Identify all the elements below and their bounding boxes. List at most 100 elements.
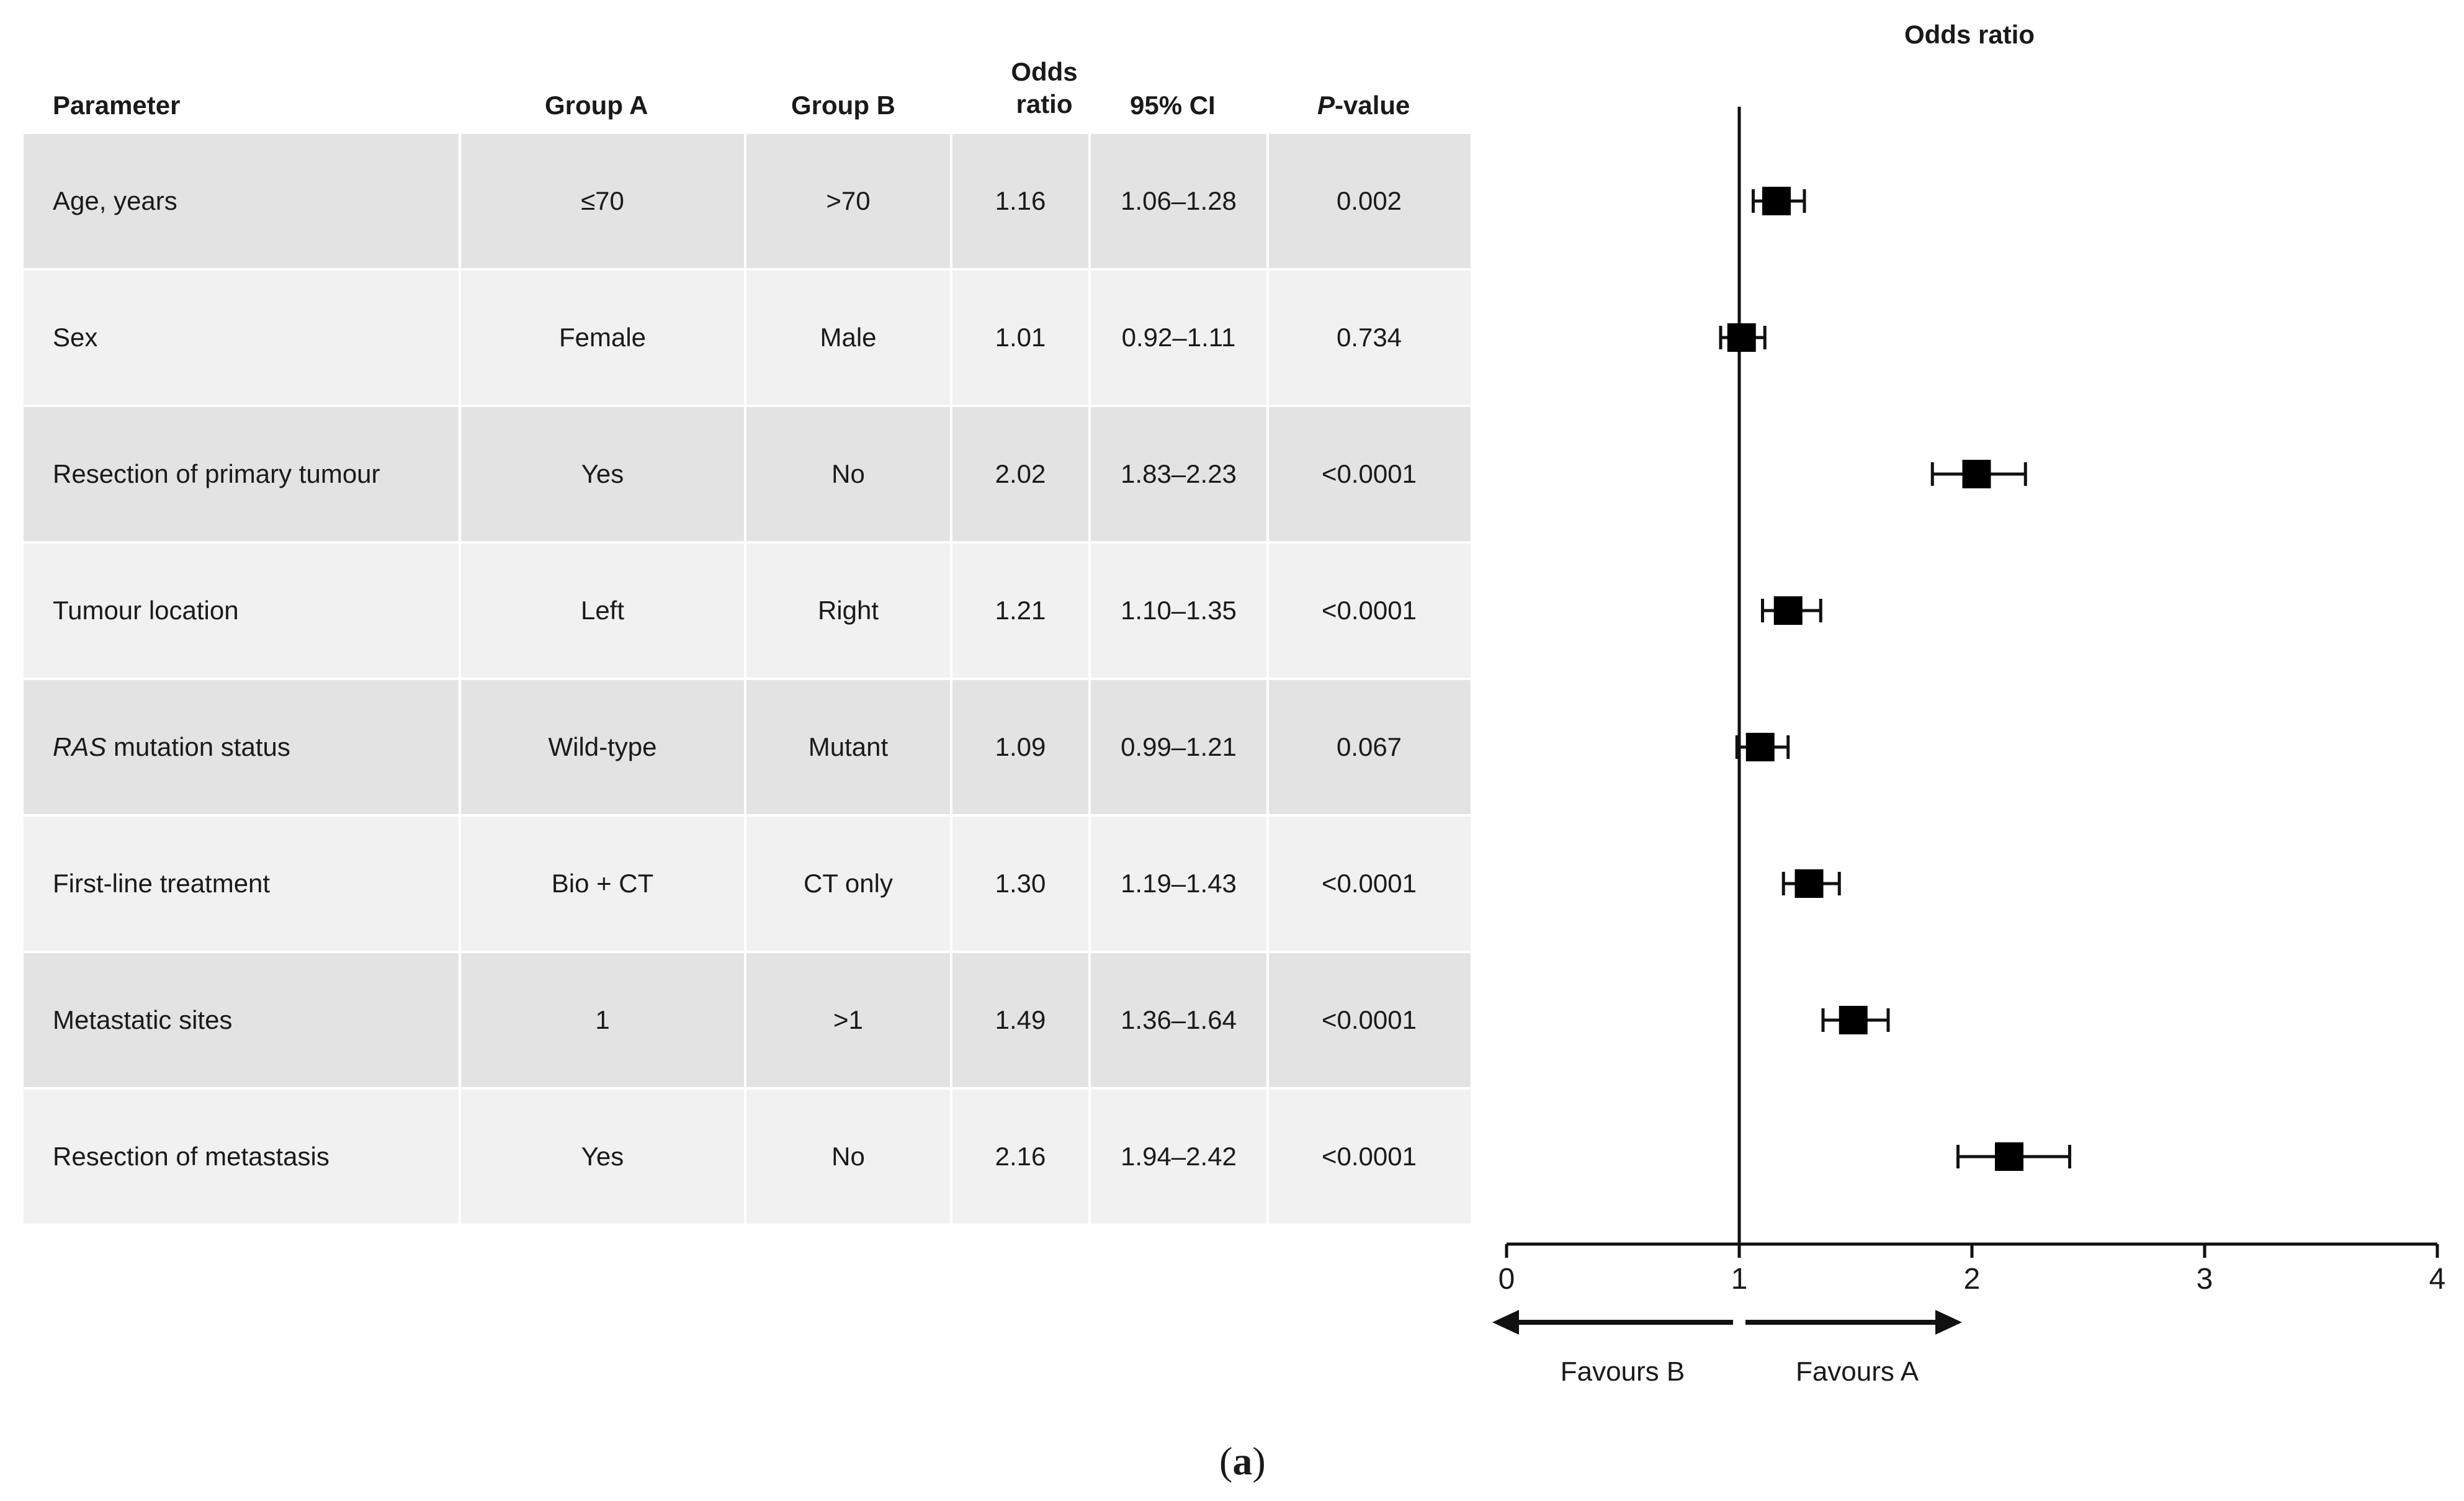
cell-p-value: <0.0001: [1322, 869, 1417, 898]
column-separator: [744, 817, 746, 951]
column-separator: [1266, 1090, 1269, 1224]
column-separator: [950, 271, 952, 405]
column-separator: [744, 134, 746, 268]
column-separator: [459, 407, 461, 541]
header-p-rest: -value: [1335, 91, 1410, 120]
column-separator: [744, 271, 746, 405]
column-separator: [950, 680, 952, 814]
column-separator: [950, 407, 952, 541]
column-separator: [1088, 680, 1091, 814]
odds-ratio-marker: [1995, 1142, 2023, 1171]
figure-caption: (a): [1219, 1438, 1266, 1484]
cell-odds-ratio: 1.21: [995, 596, 1046, 625]
header-odds-ratio: Odds ratio: [979, 56, 1109, 120]
cell-ci: 1.19–1.43: [1121, 869, 1237, 898]
x-tick-label: 3: [2197, 1263, 2213, 1296]
column-separator: [1266, 271, 1269, 405]
column-separator: [950, 1090, 952, 1224]
column-separator: [1088, 134, 1091, 268]
cell-group-a: Wild-type: [548, 732, 657, 761]
cell-parameter: First-line treatment: [53, 869, 271, 898]
cell-ci: 0.99–1.21: [1121, 732, 1237, 761]
cell-group-a: Yes: [581, 459, 624, 488]
caption-letter: a: [1232, 1439, 1253, 1483]
cell-parameter: RAS mutation status: [53, 680, 460, 814]
cell-group-a: Left: [580, 596, 625, 625]
header-odds-ratio-line2: ratio: [1016, 89, 1073, 119]
table-row: Metastatic sites 1 >1 1.49 1.36–1.64 <0.0001: [24, 953, 1471, 1087]
column-separator: [459, 271, 461, 405]
cell-odds-ratio: 2.16: [995, 1142, 1046, 1171]
cell-p-value: <0.0001: [1322, 1142, 1417, 1171]
column-separator: [744, 680, 746, 814]
column-separator: [744, 953, 746, 1087]
header-group-b: Group B: [791, 91, 895, 120]
header-parameter: Parameter: [53, 91, 181, 120]
cell-odds-ratio: 1.09: [995, 732, 1046, 761]
cell-group-b: Right: [817, 596, 879, 625]
cell-parameter-italic: RAS: [53, 732, 107, 761]
cell-parameter: Resection of primary tumour: [53, 459, 380, 488]
column-separator: [1266, 817, 1269, 951]
column-separator: [1266, 407, 1269, 541]
column-separator: [950, 953, 952, 1087]
header-p-italic: P: [1317, 91, 1335, 120]
cell-ci: 1.36–1.64: [1121, 1005, 1237, 1034]
column-separator: [1088, 817, 1091, 951]
header-ci: 95% CI: [1130, 91, 1216, 120]
cell-ci: 1.10–1.35: [1121, 596, 1237, 625]
x-tick-label: 1: [1731, 1263, 1748, 1296]
table-row: Resection of metastasis Yes No 2.16 1.94–2.4…: [24, 1090, 1471, 1224]
odds-ratio-marker: [1794, 869, 1824, 898]
cell-odds-ratio: 1.16: [995, 186, 1046, 215]
column-separator: [459, 544, 461, 678]
cell-p-value: <0.0001: [1322, 596, 1417, 625]
cell-group-b: Male: [820, 323, 877, 352]
table-row: RAS mutation status Wild-type Mutant 1.09 0.…: [24, 680, 1471, 814]
column-separator: [744, 407, 746, 541]
column-separator: [1088, 544, 1091, 678]
table-row: First-line treatment Bio + CT CT only 1.30 1…: [24, 817, 1471, 951]
cell-ci: 1.06–1.28: [1121, 186, 1237, 215]
odds-ratio-marker: [1762, 187, 1791, 215]
cell-p-value: <0.0001: [1322, 1005, 1417, 1034]
cell-group-a: Bio + CT: [551, 869, 654, 898]
cell-group-b: No: [831, 1142, 865, 1171]
cell-group-a: 1: [595, 1005, 610, 1034]
column-separator: [744, 544, 746, 678]
column-separator: [1088, 407, 1091, 541]
cell-ci: 1.83–2.23: [1121, 459, 1237, 488]
table-row: Resection of primary tumour Yes No 2.02 1.83…: [24, 407, 1471, 541]
cell-parameter: Age, years: [53, 186, 177, 215]
column-separator: [459, 134, 461, 268]
cell-group-b: Mutant: [808, 732, 889, 761]
cell-odds-ratio: 2.02: [995, 459, 1046, 488]
cell-p-value: 0.002: [1336, 186, 1402, 215]
odds-ratio-marker: [1745, 733, 1775, 761]
cell-ci: 1.94–2.42: [1121, 1142, 1237, 1171]
cell-group-b: No: [831, 459, 865, 488]
column-separator: [744, 1090, 746, 1224]
cell-group-b: >1: [833, 1005, 863, 1034]
cell-group-b: >70: [826, 186, 871, 215]
column-separator: [459, 1090, 461, 1224]
column-separator: [950, 544, 952, 678]
caption-open: (: [1219, 1439, 1233, 1483]
column-separator: [1266, 680, 1269, 814]
column-separator: [1266, 544, 1269, 678]
cell-parameter-rest: mutation status: [106, 732, 290, 761]
header-group-a: Group A: [545, 91, 648, 120]
column-separator: [1088, 1090, 1091, 1224]
plot-title: Odds ratio: [1904, 20, 2035, 49]
table-row: Sex Female Male 1.01 0.92–1.11 0.734: [24, 271, 1471, 405]
cell-parameter: Resection of metastasis: [53, 1142, 329, 1171]
x-tick-label: 0: [1499, 1263, 1515, 1296]
column-separator: [1266, 134, 1269, 268]
cell-p-value: 0.734: [1336, 323, 1402, 352]
column-separator: [459, 680, 461, 814]
odds-ratio-marker: [1727, 323, 1756, 352]
cell-odds-ratio: 1.49: [995, 1005, 1046, 1034]
favours-a-arrow-head: [1935, 1310, 1962, 1335]
column-separator: [1266, 953, 1269, 1087]
